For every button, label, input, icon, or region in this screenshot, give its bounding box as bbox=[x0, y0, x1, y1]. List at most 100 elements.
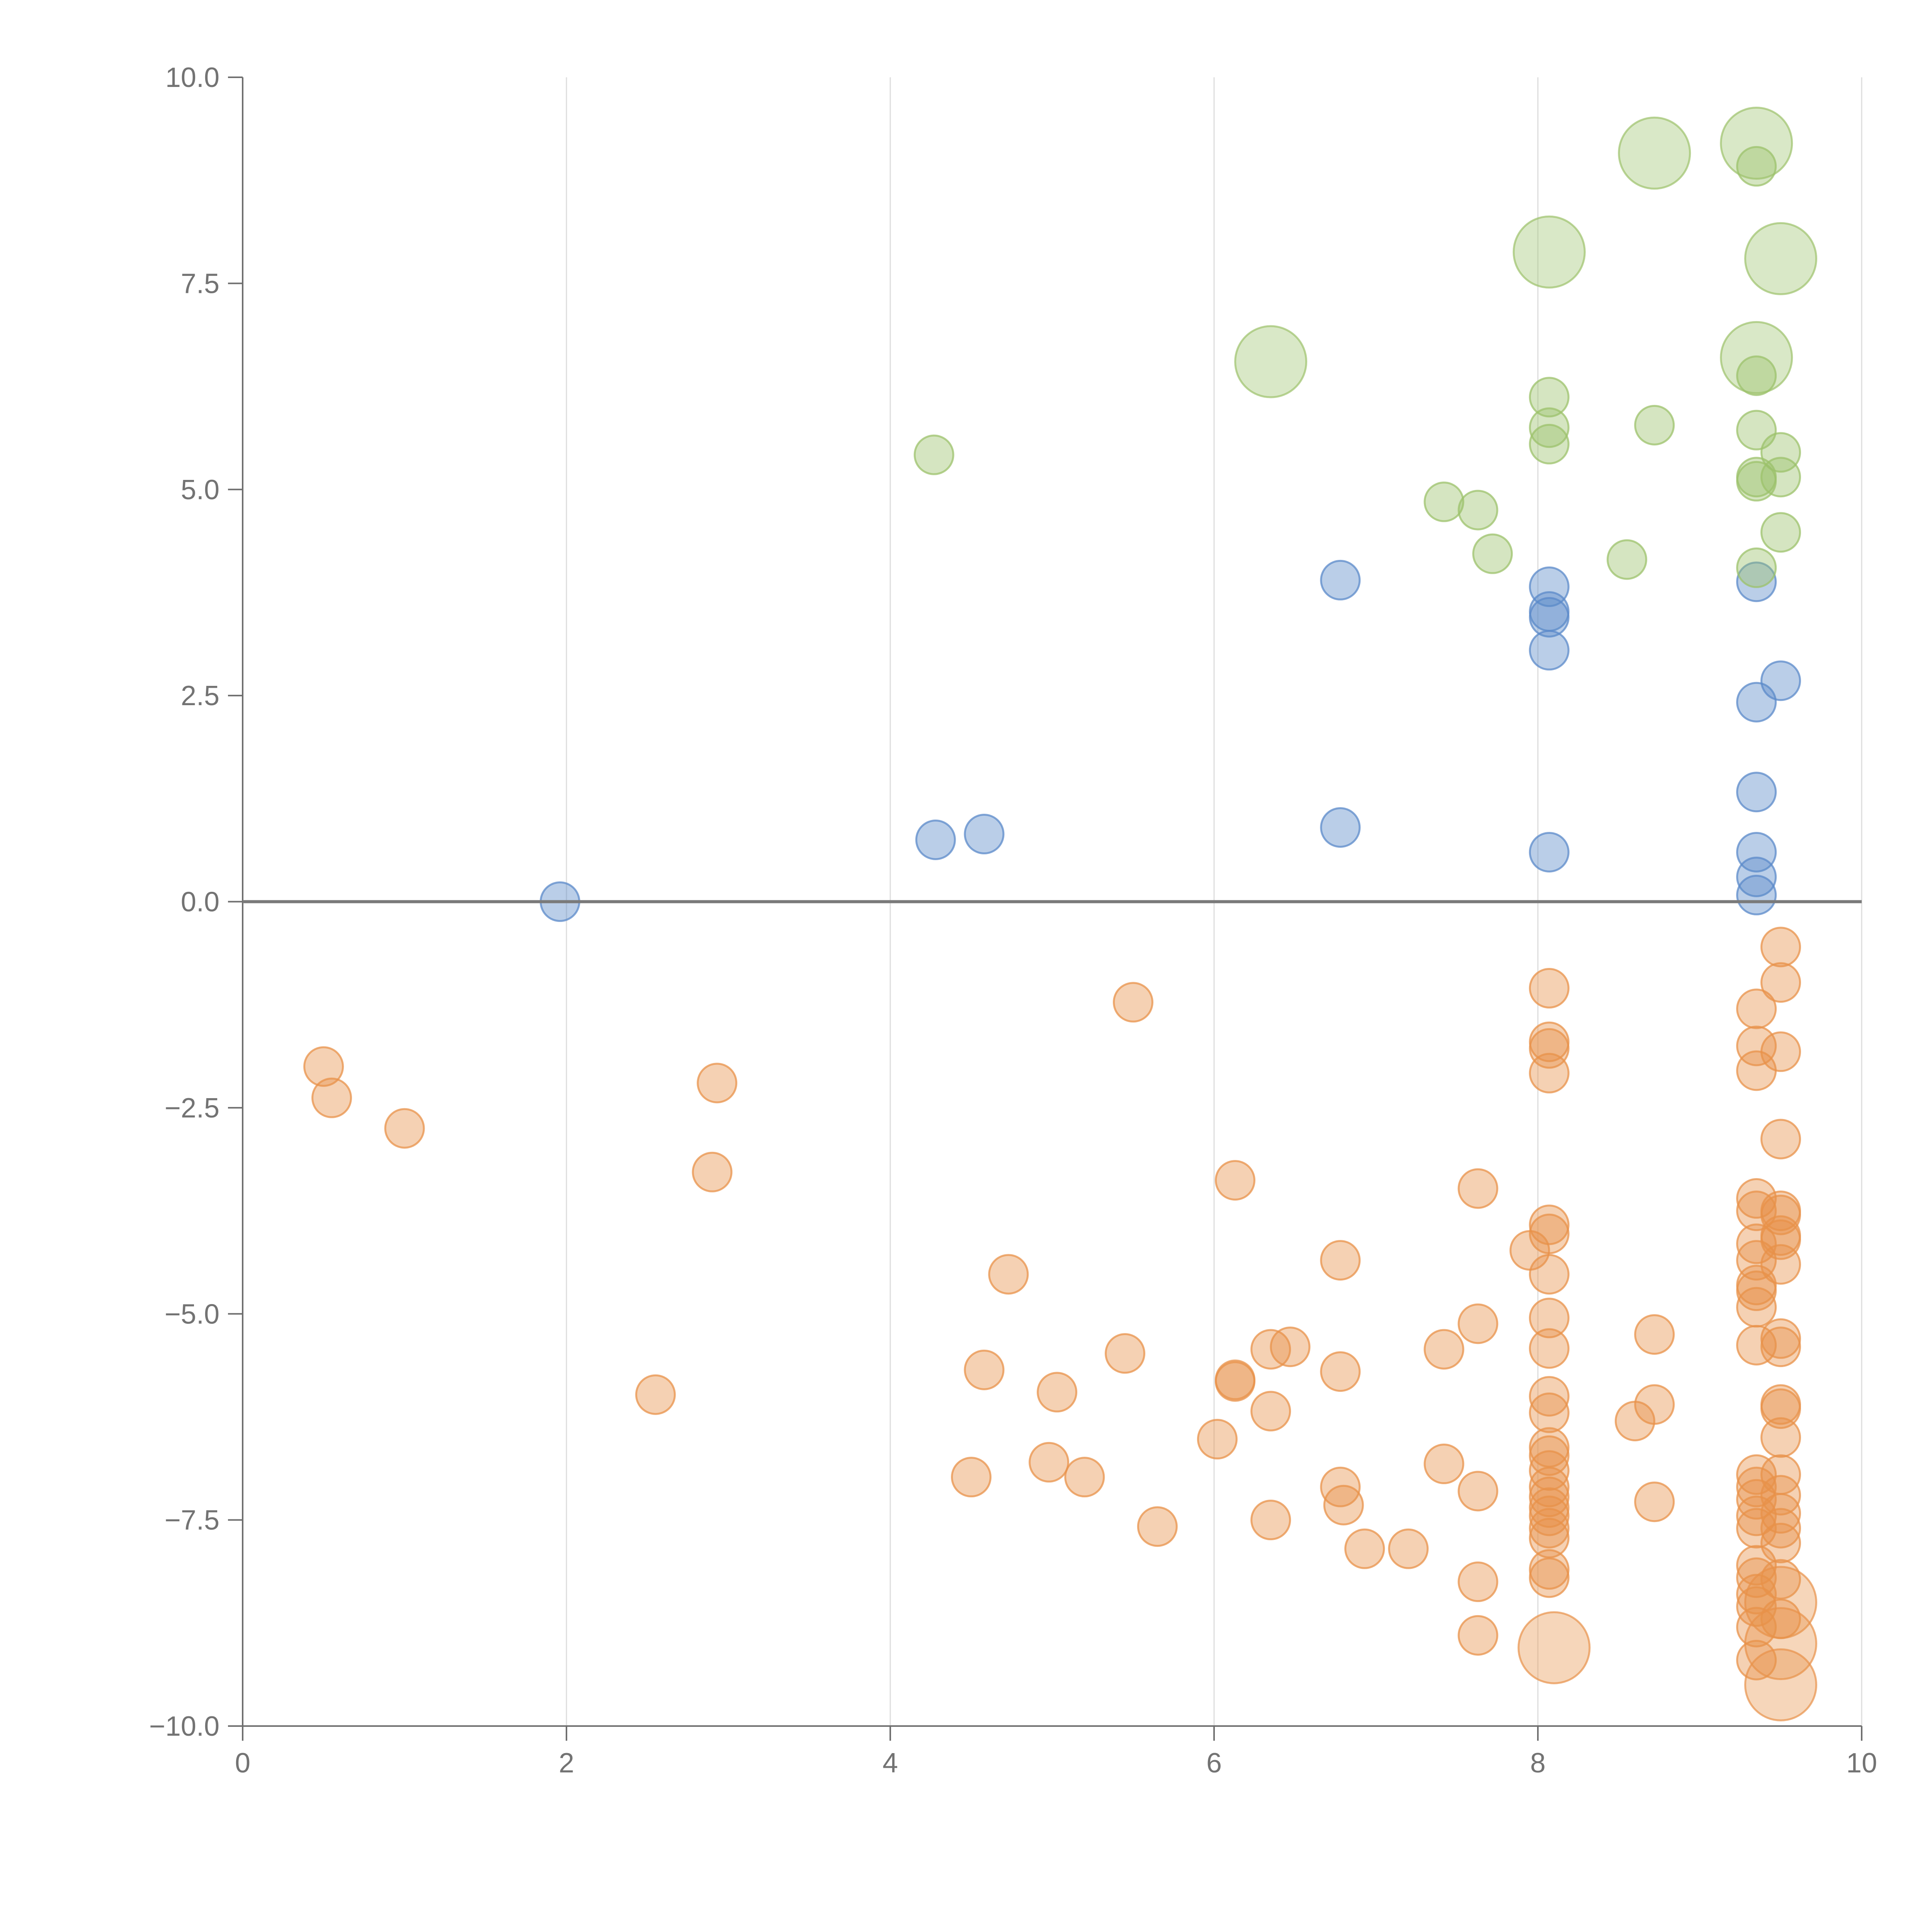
data-point bbox=[1423, 481, 1464, 522]
data-point bbox=[1250, 1500, 1291, 1541]
data-point bbox=[1388, 1528, 1429, 1569]
data-point bbox=[1320, 1351, 1361, 1392]
x-tick-label: 8 bbox=[1530, 1748, 1546, 1779]
data-point bbox=[1344, 1528, 1385, 1569]
y-tick-label: 5.0 bbox=[181, 474, 219, 505]
data-point bbox=[303, 1046, 344, 1087]
data-point bbox=[692, 1151, 733, 1192]
data-point bbox=[1760, 457, 1801, 498]
data-point bbox=[1736, 1508, 1777, 1549]
data-point bbox=[1529, 597, 1570, 638]
data-point bbox=[1760, 1475, 1801, 1516]
data-point bbox=[1736, 1586, 1777, 1627]
data-point bbox=[1760, 660, 1801, 701]
data-point bbox=[1760, 1194, 1801, 1235]
data-point bbox=[1760, 1327, 1801, 1367]
data-point bbox=[1197, 1419, 1238, 1460]
y-tick-label: 10.0 bbox=[165, 62, 219, 93]
y-axis-ticks: −10.0 −7.5 −5.0 −2.5 0.0 2.5 5.0 7.5 10.0 bbox=[149, 62, 243, 1742]
data-point bbox=[1736, 1454, 1777, 1495]
data-point bbox=[1760, 1318, 1801, 1359]
large-data-point bbox=[1744, 1607, 1817, 1680]
data-point bbox=[964, 1349, 1005, 1390]
x-tick-label: 10 bbox=[1846, 1748, 1877, 1779]
data-point bbox=[1634, 1384, 1675, 1425]
data-point bbox=[1529, 1254, 1570, 1295]
data-point bbox=[1634, 1314, 1675, 1355]
data-point bbox=[1736, 355, 1777, 396]
data-point bbox=[1736, 1574, 1777, 1615]
data-point bbox=[1736, 547, 1777, 588]
data-point bbox=[1105, 1333, 1146, 1374]
data-point bbox=[1529, 1053, 1570, 1094]
data-point bbox=[1214, 1160, 1255, 1201]
data-point bbox=[1529, 1435, 1570, 1476]
data-point bbox=[1760, 1388, 1801, 1429]
data-point bbox=[697, 1063, 738, 1104]
data-point bbox=[915, 819, 956, 860]
data-point bbox=[1458, 1561, 1498, 1602]
data-point bbox=[1736, 988, 1777, 1029]
x-tick-label: 6 bbox=[1206, 1748, 1222, 1779]
data-point bbox=[1606, 539, 1647, 580]
y-tick-label: −10.0 bbox=[149, 1711, 219, 1742]
data-point bbox=[1760, 927, 1801, 968]
data-point bbox=[1064, 1457, 1105, 1498]
data-point bbox=[311, 1077, 352, 1118]
y-tick-label: −7.5 bbox=[165, 1505, 219, 1536]
data-point bbox=[1323, 1485, 1364, 1526]
data-point bbox=[913, 434, 954, 475]
data-point bbox=[964, 814, 1005, 855]
data-point bbox=[1736, 832, 1777, 872]
x-tick-label: 4 bbox=[883, 1748, 898, 1779]
data-point bbox=[1760, 1031, 1801, 1072]
y-tick-label: −2.5 bbox=[165, 1093, 219, 1124]
data-point bbox=[1736, 1178, 1777, 1219]
y-tick-label: −5.0 bbox=[165, 1299, 219, 1330]
data-point bbox=[1736, 561, 1777, 602]
large-data-point bbox=[1618, 116, 1691, 190]
data-point bbox=[1634, 1481, 1675, 1522]
data-point bbox=[1736, 856, 1777, 897]
data-point bbox=[1529, 1213, 1570, 1254]
data-point bbox=[1760, 1493, 1801, 1534]
data-point bbox=[1736, 874, 1777, 915]
data-point bbox=[1029, 1442, 1070, 1483]
data-point bbox=[1529, 1392, 1570, 1433]
data-point bbox=[1458, 490, 1498, 531]
large-data-point bbox=[1720, 107, 1793, 180]
data-point bbox=[1760, 1244, 1801, 1285]
data-point bbox=[1760, 1417, 1801, 1458]
data-point bbox=[1736, 772, 1777, 813]
data-point bbox=[1760, 1522, 1801, 1563]
data-point bbox=[1320, 807, 1361, 848]
data-point bbox=[1760, 1508, 1801, 1549]
data-point bbox=[1529, 1328, 1570, 1369]
data-point bbox=[1113, 982, 1153, 1023]
data-point bbox=[1529, 968, 1570, 1009]
data-point bbox=[1529, 1487, 1570, 1528]
large-data-point bbox=[1744, 1648, 1817, 1721]
data-point bbox=[1736, 1287, 1777, 1328]
data-points bbox=[303, 107, 1817, 1721]
data-point bbox=[1529, 377, 1570, 418]
data-point bbox=[1760, 1219, 1801, 1260]
large-data-point bbox=[1744, 1566, 1817, 1639]
data-point bbox=[1458, 1168, 1498, 1209]
data-point bbox=[1529, 407, 1570, 448]
data-point bbox=[1736, 1466, 1777, 1507]
x-axis-ticks: 0 2 4 6 8 10 bbox=[235, 1726, 1877, 1779]
y-tick-label: 7.5 bbox=[181, 268, 219, 299]
data-point bbox=[1529, 1508, 1570, 1549]
data-point bbox=[384, 1108, 425, 1149]
large-data-point bbox=[1517, 1611, 1591, 1684]
data-point bbox=[1529, 1028, 1570, 1069]
data-point bbox=[1736, 1270, 1777, 1311]
data-point bbox=[1760, 432, 1801, 473]
data-point bbox=[1760, 962, 1801, 1003]
x-tick-label: 0 bbox=[235, 1748, 250, 1779]
y-tick-label: 0.0 bbox=[181, 887, 219, 918]
y-tick-label: 2.5 bbox=[181, 680, 219, 711]
data-point bbox=[1320, 1240, 1361, 1281]
